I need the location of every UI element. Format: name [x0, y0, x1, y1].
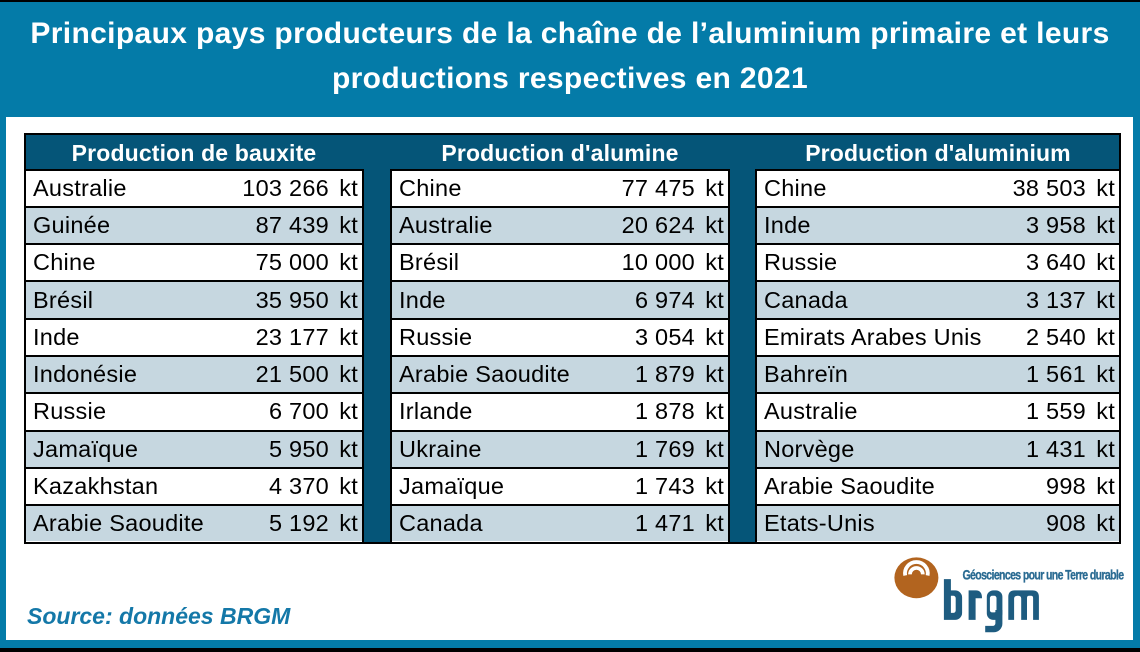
svg-text:Géosciences pour une Terre dur: Géosciences pour une Terre durable: [962, 567, 1124, 583]
